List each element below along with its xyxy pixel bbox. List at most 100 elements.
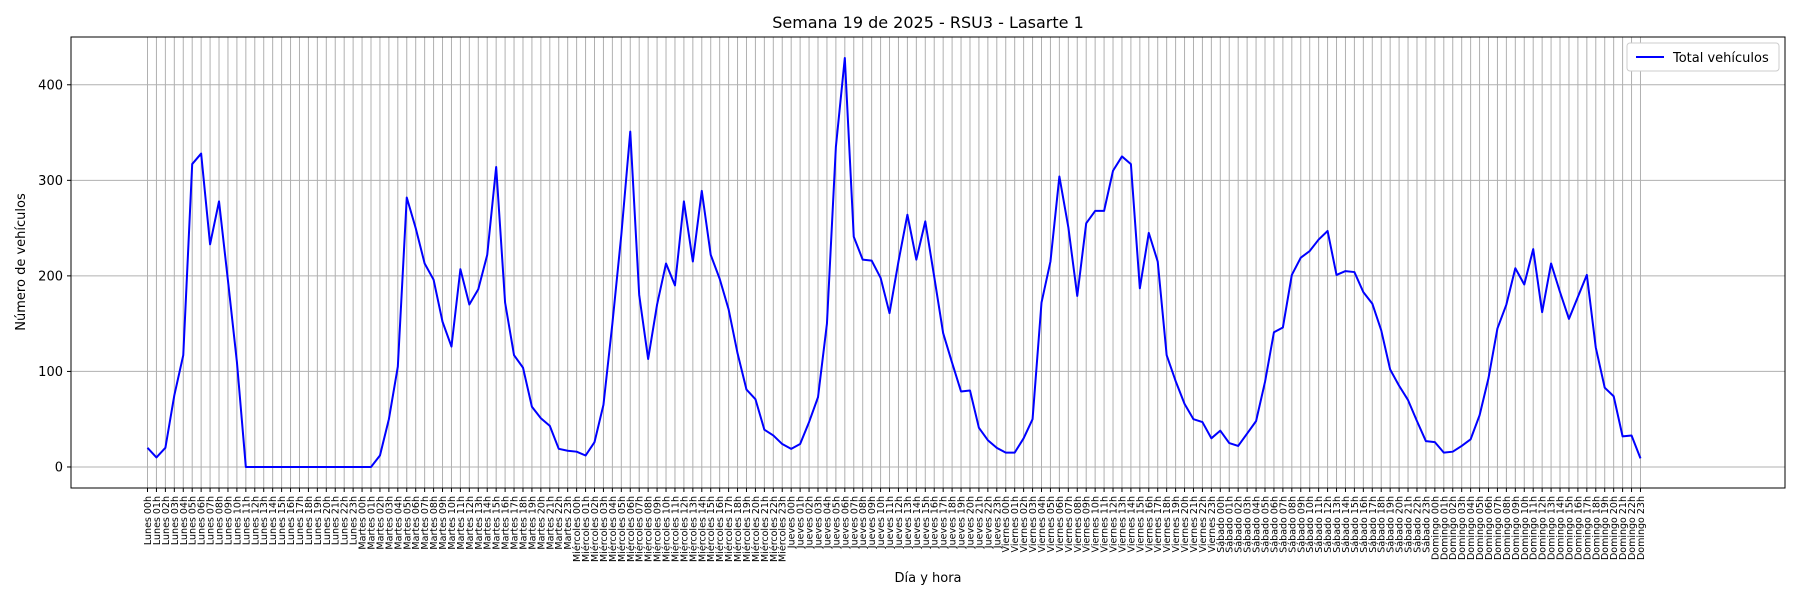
x-tick-label: Jueves 23h <box>992 496 1003 549</box>
x-gridlines <box>147 37 1641 488</box>
x-tick-label: Viernes 21h <box>1189 496 1200 552</box>
x-tick-label: Lunes 10h <box>232 496 243 545</box>
x-tick-label: Sábado 11h <box>1314 496 1325 553</box>
x-tick-label: Domingo 05h <box>1475 496 1486 560</box>
y-gridlines <box>71 84 1785 468</box>
x-tick-label: Martes 19h <box>527 496 538 550</box>
x-tick-label: Martes 03h <box>384 496 395 550</box>
x-tick-label: Domingo 16h <box>1573 496 1584 560</box>
x-tick-label: Sábado 21h <box>1404 496 1415 553</box>
x-tick-label: Domingo 18h <box>1591 496 1602 560</box>
x-tick-label: Miércoles 02h <box>590 496 601 562</box>
x-tick-label: Miércoles 19h <box>742 496 753 562</box>
plot-area <box>70 36 1786 489</box>
x-tick-label: Viernes 06h <box>1055 496 1066 552</box>
x-tick-label: Viernes 01h <box>1010 496 1021 552</box>
x-tick-label: Lunes 01h <box>152 496 163 545</box>
x-tick-label: Miércoles 18h <box>733 496 744 562</box>
x-tick-label: Domingo 08h <box>1502 496 1513 560</box>
x-tick-label: Viernes 10h <box>1091 496 1102 552</box>
x-tick-label: Sábado 10h <box>1305 496 1316 553</box>
x-tick-label: Lunes 05h <box>188 496 199 545</box>
x-tick-label: Miércoles 08h <box>644 496 655 562</box>
x-tick-label: Jueves 07h <box>849 496 860 549</box>
x-tick-label: Domingo 20h <box>1609 496 1620 560</box>
x-tick-label: Viernes 13h <box>1117 496 1128 552</box>
x-tick-label: Domingo 13h <box>1547 496 1558 560</box>
x-tick-label: Lunes 09h <box>223 496 234 545</box>
y-axis-ticks: 0 100 200 300 400 <box>38 78 71 475</box>
x-tick-label: Viernes 14h <box>1126 496 1137 552</box>
x-tick-label: Martes 20h <box>536 496 547 550</box>
x-tick-label: Viernes 18h <box>1162 496 1173 552</box>
x-tick-label: Martes 23h <box>563 496 574 550</box>
x-tick-label: Domingo 15h <box>1564 496 1575 560</box>
x-tick-label: Domingo 04h <box>1466 496 1477 560</box>
x-tick-label: Sábado 09h <box>1296 496 1307 553</box>
x-tick-label: Jueves 15h <box>921 496 932 549</box>
x-tick-label: Viernes 17h <box>1153 496 1164 552</box>
x-tick-label: Viernes 16h <box>1144 496 1155 552</box>
x-tick-label: Sábado 03h <box>1243 496 1254 553</box>
x-tick-label: Viernes 23h <box>1207 496 1218 552</box>
x-tick-label: Martes 11h <box>456 496 467 550</box>
x-tick-label: Jueves 08h <box>858 496 869 549</box>
x-tick-label: Viernes 12h <box>1109 496 1120 552</box>
x-tick-label: Lunes 19h <box>313 496 324 545</box>
x-tick-label: Domingo 21h <box>1618 496 1629 560</box>
x-tick-label: Lunes 16h <box>286 496 297 545</box>
x-tick-label: Jueves 05h <box>831 496 842 549</box>
x-tick-label: Jueves 18h <box>948 496 959 549</box>
x-tick-label: Miércoles 05h <box>617 496 628 562</box>
x-tick-label: Domingo 00h <box>1430 496 1441 560</box>
x-tick-label: Jueves 12h <box>894 496 905 549</box>
x-tick-label: Lunes 06h <box>197 496 208 545</box>
x-tick-label: Domingo 09h <box>1511 496 1522 560</box>
x-tick-label: Domingo 23h <box>1636 496 1647 560</box>
x-tick-label: Martes 08h <box>429 496 440 550</box>
x-tick-label: Sábado 18h <box>1377 496 1388 553</box>
x-tick-label: Jueves 06h <box>840 496 851 549</box>
x-tick-label: Sábado 20h <box>1395 496 1406 553</box>
x-tick-label: Domingo 14h <box>1556 496 1567 560</box>
y-tick-label: 0 <box>55 460 63 475</box>
x-tick-label: Martes 18h <box>518 496 529 550</box>
x-tick-label: Sábado 13h <box>1332 496 1343 553</box>
x-tick-label: Jueves 09h <box>867 496 878 549</box>
x-tick-label: Jueves 13h <box>903 496 914 549</box>
x-tick-label: Martes 13h <box>474 496 485 550</box>
chart-title: Semana 19 de 2025 - RSU3 - Lasarte 1 <box>772 13 1084 32</box>
x-tick-label: Lunes 21h <box>331 496 342 545</box>
x-tick-label: Sábado 14h <box>1341 496 1352 553</box>
legend-box <box>1626 42 1780 72</box>
x-tick-label: Martes 01h <box>367 496 378 550</box>
x-tick-label: Domingo 01h <box>1439 496 1450 560</box>
x-tick-label: Miércoles 04h <box>608 496 619 562</box>
x-tick-label: Martes 12h <box>465 496 476 550</box>
x-axis-label: Día y hora <box>894 571 961 586</box>
x-tick-label: Jueves 19h <box>957 496 968 549</box>
y-tick-label: 300 <box>38 174 63 189</box>
x-tick-label: Martes 14h <box>483 496 494 550</box>
x-tick-label: Lunes 02h <box>161 496 172 545</box>
x-tick-label: Miércoles 10h <box>662 496 673 562</box>
series-line-total-vehiculos <box>146 57 1642 468</box>
legend-label: Total vehículos <box>1672 51 1769 66</box>
x-tick-label: Domingo 12h <box>1538 496 1549 560</box>
x-tick-label: Jueves 02h <box>805 496 816 549</box>
x-tick-label: Sábado 00h <box>1216 496 1227 553</box>
x-tick-label: Sábado 02h <box>1234 496 1245 553</box>
x-tick-label: Viernes 07h <box>1064 496 1075 552</box>
x-tick-label: Lunes 20h <box>322 496 333 545</box>
x-tick-label: Lunes 22h <box>340 496 351 545</box>
x-tick-label: Jueves 11h <box>885 496 896 549</box>
x-tick-label: Lunes 13h <box>259 496 270 545</box>
x-tick-label: Miércoles 06h <box>626 496 637 562</box>
x-tick-label: Sábado 01h <box>1225 496 1236 553</box>
x-tick-label: Jueves 20h <box>965 496 976 549</box>
x-tick-label: Lunes 08h <box>215 496 226 545</box>
x-tick-label: Miércoles 15h <box>706 496 717 562</box>
x-tick-label: Miércoles 03h <box>599 496 610 562</box>
